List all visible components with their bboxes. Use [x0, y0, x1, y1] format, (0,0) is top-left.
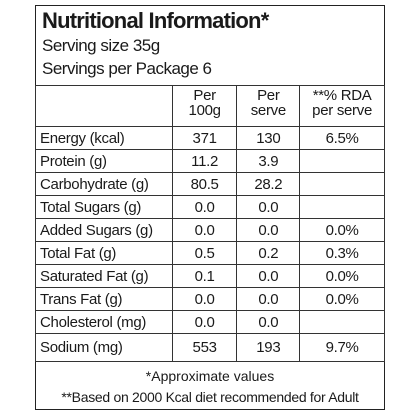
table-row: Carbohydrate (g) 80.5 28.2 — [35, 172, 385, 196]
header-row: Per 100g Per serve **% RDA per serve — [35, 85, 385, 127]
nutrient-value: 0.2 — [236, 241, 301, 265]
nutrient-value: 0.3% — [299, 241, 385, 265]
table-row: Protein (g) 11.2 3.9 — [35, 149, 385, 173]
table-row: Sodium (mg) 553 193 9.7% — [35, 333, 385, 362]
table-row: Saturated Fat (g) 0.1 0.0 0.0% — [35, 264, 385, 288]
table-row: Added Sugars (g) 0.0 0.0 0.0% — [35, 218, 385, 242]
nutrient-value: 0.0 — [236, 218, 301, 242]
nutrient-value: 0.0 — [171, 218, 238, 242]
nutrient-value: 0.5 — [171, 241, 238, 265]
nutrient-value: 0.0 — [236, 195, 301, 219]
footnote: *Approximate values — [145, 368, 275, 384]
footnote: **Based on 2000 Kcal diet recommended fo… — [61, 389, 359, 405]
nutrient-value: 3.9 — [236, 149, 301, 173]
title: Nutritional Information* — [42, 8, 269, 33]
table-body: Energy (kcal) 371 130 6.5% Protein (g) 11.2 3.… — [35, 126, 385, 362]
nutrient-name: Sodium (mg) — [35, 333, 173, 362]
nutrient-value: 130 — [236, 126, 301, 150]
nutrient-value: 11.2 — [171, 149, 238, 173]
column-header-line: **% RDA — [312, 87, 372, 104]
nutrient-value: 0.1 — [171, 264, 238, 288]
nutrient-name: Saturated Fat (g) — [35, 264, 173, 288]
nutrient-value: 0.0 — [171, 195, 238, 219]
serving-size: Serving size 35g — [42, 36, 160, 55]
column-header-line: serve — [250, 102, 286, 119]
nutrient-value: 371 — [171, 126, 238, 150]
nutrient-name: Total Sugars (g) — [35, 195, 173, 219]
nutrient-value: 0.0 — [236, 264, 301, 288]
nutrient-value: 0.0% — [299, 264, 385, 288]
table-row: Total Sugars (g) 0.0 0.0 — [35, 195, 385, 219]
nutrient-name: Carbohydrate (g) — [35, 172, 173, 196]
nutrient-value: 0.0 — [171, 287, 238, 311]
nutrient-value: 0.0 — [236, 310, 301, 334]
table-row: Total Fat (g) 0.5 0.2 0.3% — [35, 241, 385, 265]
nutrient-value: 28.2 — [236, 172, 301, 196]
header-cell — [35, 85, 173, 127]
nutrient-name: Energy (kcal) — [35, 126, 173, 150]
nutrient-value: 553 — [171, 333, 238, 362]
nutrient-name: Total Fat (g) — [35, 241, 173, 265]
nutrient-name: Trans Fat (g) — [35, 287, 173, 311]
table-row: Trans Fat (g) 0.0 0.0 0.0% — [35, 287, 385, 311]
nutrient-value: 193 — [236, 333, 301, 362]
table-row: Cholesterol (mg) 0.0 0.0 — [35, 310, 385, 334]
nutrient-value: 0.0% — [299, 218, 385, 242]
column-header-line: Per — [193, 87, 216, 104]
nutrient-value — [299, 172, 385, 196]
nutrient-name: Added Sugars (g) — [35, 218, 173, 242]
nutrient-value — [299, 195, 385, 219]
servings-per-package: Servings per Package 6 — [42, 59, 212, 78]
column-header: **% RDA per serve — [299, 85, 385, 127]
nutrient-value: 9.7% — [299, 333, 385, 362]
column-header: Per serve — [236, 85, 301, 127]
nutrient-name: Protein (g) — [35, 149, 173, 173]
nutrient-value: 0.0% — [299, 287, 385, 311]
nutrition-label: Nutritional Information* Serving size 35… — [35, 5, 385, 410]
nutrient-value: 6.5% — [299, 126, 385, 150]
table-row: Energy (kcal) 371 130 6.5% — [35, 126, 385, 150]
nutrient-value — [299, 149, 385, 173]
nutrition-table: Per 100g Per serve **% RDA per serve Energy (… — [35, 85, 385, 362]
nutrient-value: 80.5 — [171, 172, 238, 196]
column-header: Per 100g — [171, 85, 238, 127]
column-header-line: 100g — [188, 102, 221, 119]
column-header-line: per serve — [312, 102, 372, 119]
nutrient-value — [299, 310, 385, 334]
column-header-line: Per — [257, 87, 280, 104]
nutrient-value: 0.0 — [236, 287, 301, 311]
nutrient-name: Cholesterol (mg) — [35, 310, 173, 334]
nutrient-value: 0.0 — [171, 310, 238, 334]
